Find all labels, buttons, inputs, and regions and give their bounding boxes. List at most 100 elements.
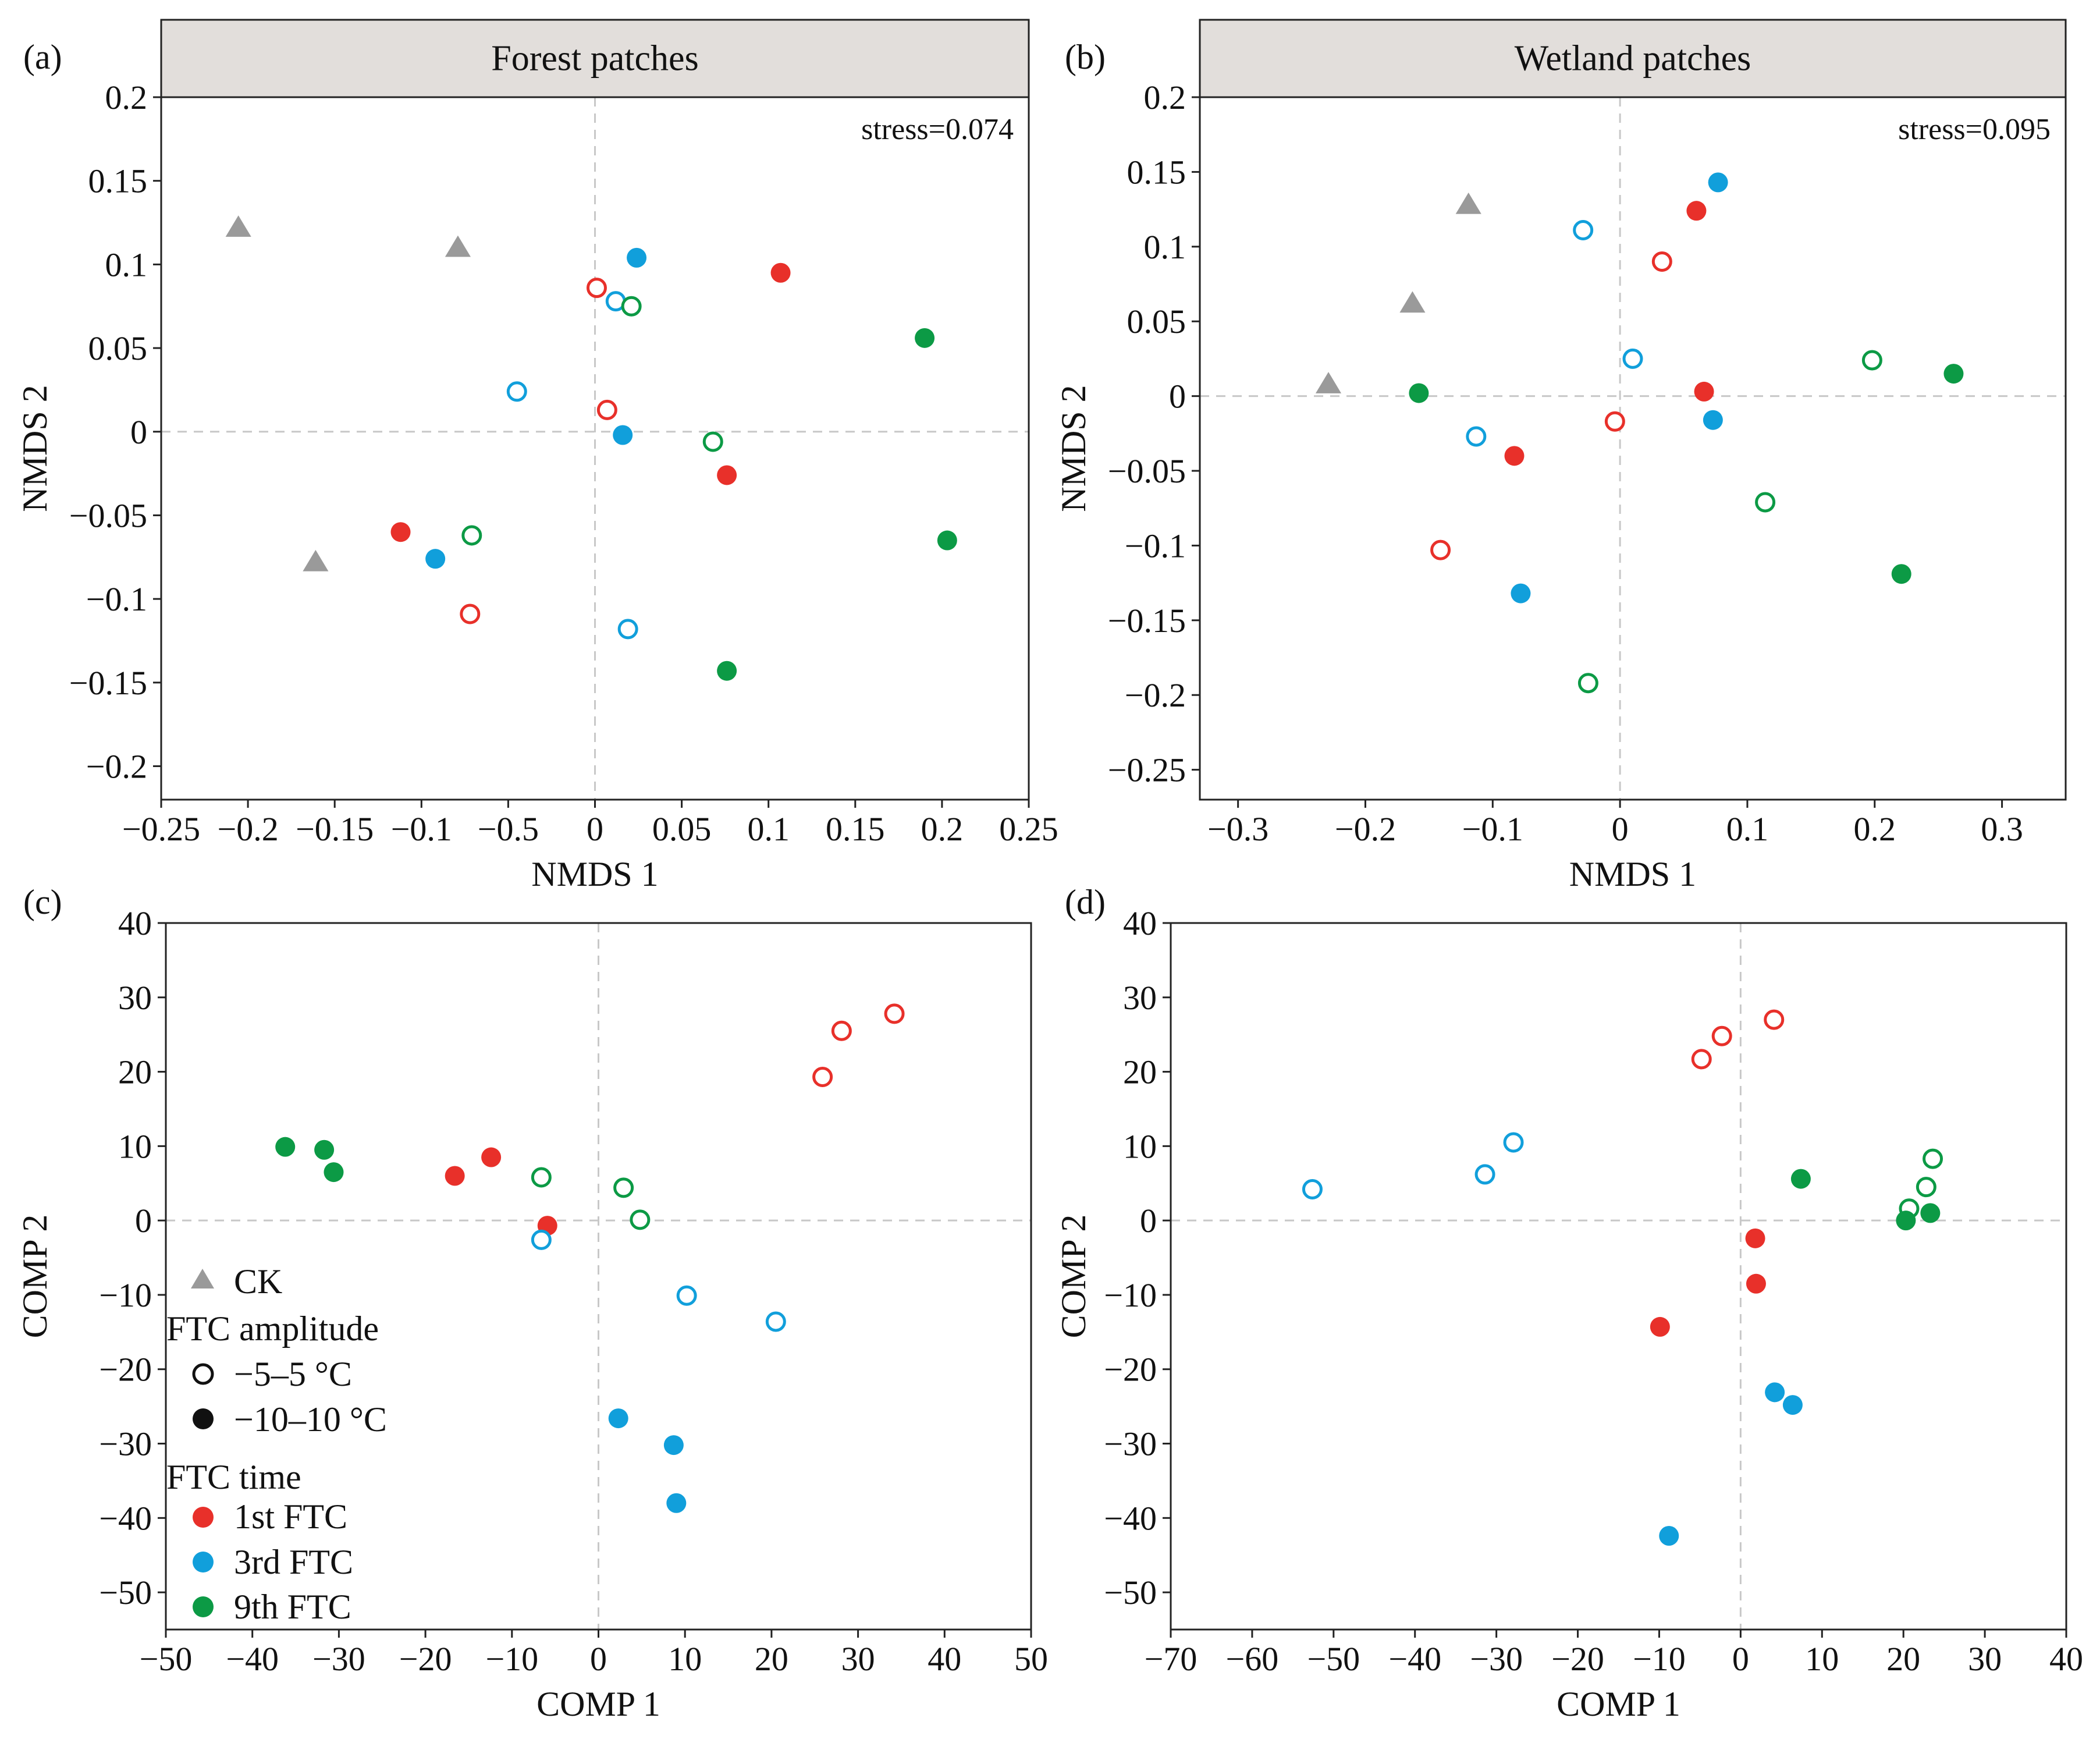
point-ck [1399, 291, 1426, 313]
point-third-filled [627, 247, 647, 268]
x-tick-label: −40 [1388, 1640, 1441, 1678]
point-ninth-filled [1943, 364, 1964, 384]
legend-ninth-label: 9th FTC [234, 1588, 351, 1626]
point-ninth-filled [915, 328, 935, 348]
point-ninth-open [461, 525, 482, 546]
point-first-filled [1745, 1228, 1765, 1248]
point-ninth-open [1861, 350, 1882, 371]
y-tick-label: 20 [1123, 1053, 1157, 1091]
legend-amp-filled-label: −10–10 °C [234, 1400, 387, 1439]
y-axis-title: NMDS 2 [1054, 385, 1093, 512]
y-tick-label: 0 [1169, 378, 1186, 416]
legend-ck-label: CK [234, 1262, 282, 1301]
point-third-open [1573, 220, 1594, 241]
point-first-filled [1694, 381, 1714, 402]
point-ck [1455, 192, 1481, 214]
point-first-open [1764, 1009, 1785, 1030]
y-tick-label: 30 [1123, 979, 1157, 1017]
x-tick-label: 20 [1886, 1640, 1920, 1678]
panel-label: (c) [23, 883, 62, 921]
x-tick-label: 10 [668, 1640, 702, 1678]
point-ck [225, 215, 251, 237]
legend-amp-filled-marker [193, 1408, 214, 1429]
x-tick-label: 0.2 [1854, 810, 1896, 848]
y-tick-label: −40 [99, 1499, 152, 1537]
point-first-open [1691, 1049, 1712, 1070]
point-first-open [884, 1003, 905, 1024]
x-axis-title: COMP 1 [536, 1685, 660, 1723]
point-third-open [531, 1229, 552, 1250]
y-tick-label: −10 [99, 1276, 152, 1314]
x-tick-label: 0 [587, 810, 603, 848]
point-ninth-filled [937, 530, 957, 551]
legend-first-marker [193, 1507, 214, 1528]
point-third-filled [1511, 583, 1531, 604]
x-axis-title: COMP 1 [1557, 1685, 1680, 1723]
x-tick-label: −0.3 [1207, 810, 1268, 848]
x-tick-label: 0 [1732, 1640, 1749, 1678]
point-ninth-open [1755, 492, 1776, 513]
point-third-open [1302, 1179, 1323, 1199]
y-axis-title: COMP 2 [16, 1215, 54, 1339]
y-axis-title: COMP 2 [1054, 1215, 1093, 1339]
point-ninth-filled [1409, 383, 1429, 403]
legend-third-marker [193, 1552, 214, 1572]
point-first-open [831, 1020, 852, 1041]
x-tick-label: 10 [1805, 1640, 1839, 1678]
y-tick-label: 0.15 [1127, 153, 1186, 191]
point-first-filled [1650, 1316, 1670, 1337]
y-tick-label: −0.2 [86, 748, 147, 786]
y-tick-label: −0.15 [69, 664, 147, 702]
point-third-filled [1703, 410, 1723, 430]
panel-a: Forest patches (a) −0.25 −0.2 −0.15 −0.1 −0.5 0… [16, 19, 1058, 893]
y-tick-label: 40 [118, 904, 152, 942]
strip-header [1199, 19, 2067, 98]
point-ninth-filled [324, 1162, 344, 1183]
y-tick-label: 0.05 [1127, 303, 1186, 340]
point-ninth-filled [275, 1137, 296, 1157]
point-first-open [812, 1067, 833, 1088]
point-first-filled [481, 1147, 502, 1167]
y-tick-label: 0.2 [1144, 79, 1186, 116]
x-tick-label: 0.25 [999, 810, 1058, 848]
y-tick-label: 0 [1140, 1202, 1157, 1240]
y-tick-label: 0 [135, 1202, 152, 1240]
panel-label: (b) [1065, 38, 1106, 76]
legend-amp-open-label: −5–5 °C [234, 1355, 352, 1393]
panel-d: (d)−70 −60 −50 −40 −30 −20 −10 0 10 20 30 40−50−40−… [1054, 883, 2083, 1723]
y-tick-label: 0.05 [88, 329, 148, 367]
panel-label: (a) [23, 38, 62, 76]
panel-b: Wetland patches (b) −0.3 −0.2 −0.1 0 0.1 0.2 0.3… [1054, 19, 2067, 893]
legend-first-label: 1st FTC [234, 1497, 347, 1536]
point-first-open [1430, 539, 1451, 560]
point-third-open [676, 1285, 697, 1306]
point-third-open [506, 381, 527, 402]
point-ck [303, 549, 329, 571]
y-tick-label: −0.15 [1108, 602, 1186, 640]
x-tick-label: 0.1 [1726, 810, 1769, 848]
x-tick-label: 40 [2049, 1640, 2083, 1678]
y-tick-label: 40 [1123, 904, 1157, 942]
point-ninth-open [1577, 673, 1598, 694]
y-tick-label: −0.1 [86, 580, 147, 618]
legend-ck-marker [191, 1269, 214, 1288]
x-tick-label: −10 [485, 1640, 538, 1678]
y-tick-label: −0.25 [1108, 751, 1186, 789]
legend-amplitude-title: FTC amplitude [166, 1309, 379, 1348]
point-ninth-open [1916, 1177, 1936, 1198]
point-third-filled [1765, 1382, 1785, 1403]
y-tick-label: −50 [1104, 1574, 1157, 1611]
point-third-filled [608, 1408, 628, 1429]
point-third-open [1622, 348, 1643, 369]
x-tick-label: −0.1 [391, 810, 452, 848]
point-third-open [617, 619, 638, 640]
x-tick-label: −0.25 [122, 810, 200, 848]
point-ninth-filled [314, 1140, 335, 1160]
legend-third-label: 3rd FTC [234, 1543, 353, 1581]
x-tick-label: −0.2 [217, 810, 278, 848]
y-tick-label: 30 [118, 979, 152, 1017]
y-axis-title: NMDS 2 [16, 385, 54, 512]
x-tick-label: −30 [312, 1640, 365, 1678]
x-tick-label: −0.2 [1335, 810, 1396, 848]
